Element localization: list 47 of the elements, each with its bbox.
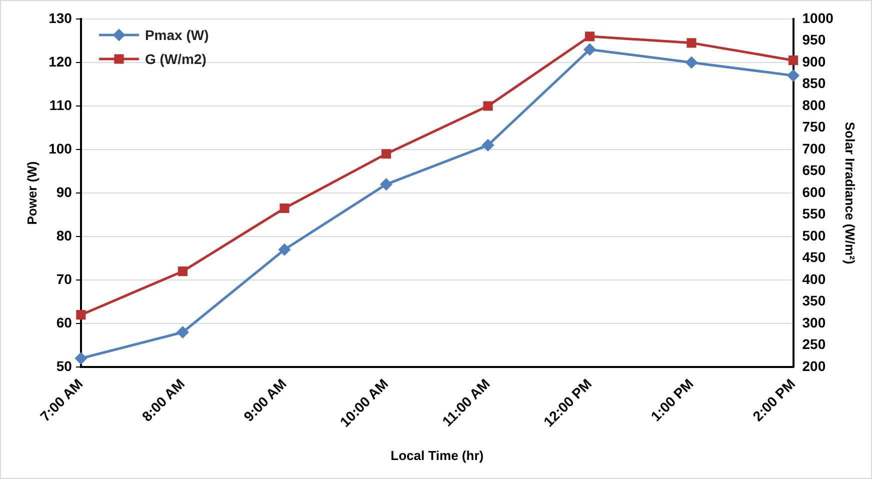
y-tick-label: 130 (48, 10, 72, 26)
y2-tick-label: 700 (802, 140, 826, 156)
y2-tick-label: 650 (802, 162, 826, 178)
y2-tick-label: 850 (802, 75, 826, 92)
y2-tick-label: 950 (802, 32, 826, 48)
y2-tick-label: 300 (802, 314, 826, 330)
y2-tick-label: 750 (802, 118, 826, 135)
y-tick-label: 90 (56, 184, 72, 200)
point (686, 56, 698, 68)
y-tick-label: 80 (56, 227, 72, 244)
point (75, 352, 87, 364)
y2-tick-label: 250 (802, 336, 826, 352)
y2-tick-label: 450 (802, 249, 826, 266)
point (584, 32, 595, 42)
point (178, 266, 188, 276)
y2-tick-label: 350 (802, 292, 826, 309)
point (380, 178, 392, 190)
point (176, 326, 188, 338)
y2-tick-label: 800 (802, 96, 826, 113)
y2-tick-label: 900 (802, 53, 826, 70)
point (381, 149, 392, 159)
y-tick-label: 100 (48, 140, 72, 156)
point (76, 310, 86, 320)
y-tick-label: 60 (56, 314, 72, 330)
point (788, 70, 800, 82)
legend-label: G (W/m2) (144, 51, 206, 67)
y2-axis-title: Solar Irradiance (W/m²) (842, 122, 858, 264)
point (686, 38, 696, 48)
point (280, 203, 290, 214)
point (483, 101, 493, 111)
y2-tick-label: 200 (802, 358, 826, 374)
legend-label: Pmax (W) (144, 27, 209, 43)
x-axis-title: Local Time (hr) (390, 448, 484, 463)
y-tick-label: 70 (56, 270, 72, 287)
point (788, 56, 798, 66)
y-tick-label: 50 (56, 358, 72, 374)
y2-tick-label: 550 (802, 206, 826, 222)
y2-tick-label: 1000 (802, 10, 834, 26)
y-tick-label: 120 (48, 53, 72, 70)
y-tick-label: 110 (49, 96, 72, 113)
y2-tick-label: 400 (802, 270, 826, 287)
y2-tick-label: 600 (802, 184, 826, 200)
point (278, 244, 290, 256)
y-axis-title: Power (W) (24, 161, 40, 225)
y2-tick-label: 500 (802, 227, 826, 244)
point (584, 44, 596, 56)
point (482, 139, 494, 151)
